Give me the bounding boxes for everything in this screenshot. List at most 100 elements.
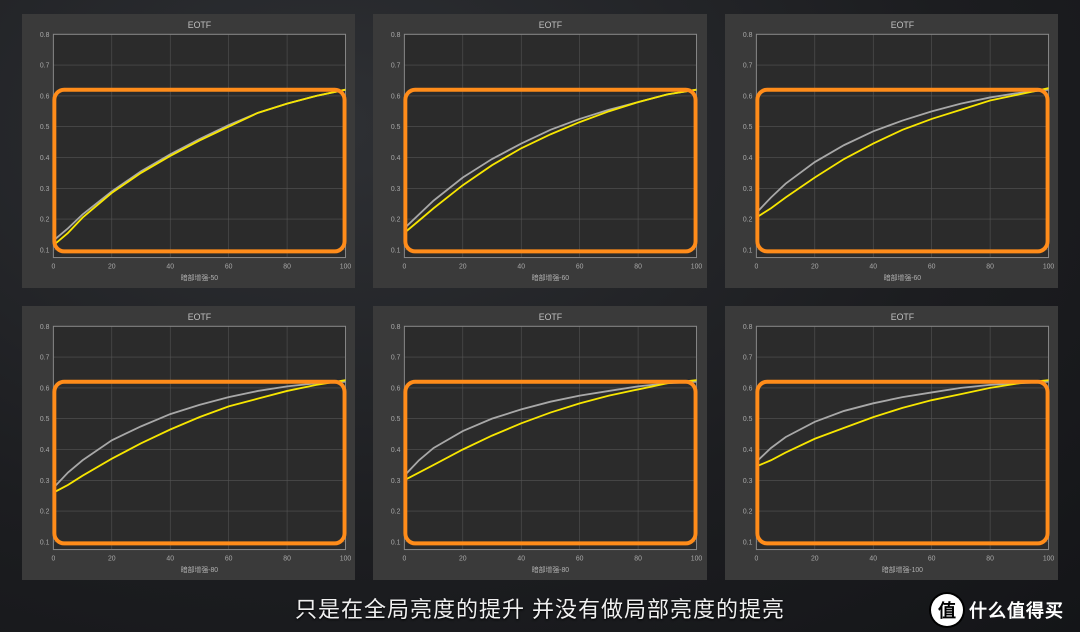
x-tick-label: 40 xyxy=(869,264,877,271)
plot-area xyxy=(405,326,697,549)
plot-area xyxy=(756,34,1048,257)
x-tick-label: 100 xyxy=(691,556,703,563)
watermark-logo: 值 什么值得买 xyxy=(931,594,1064,626)
x-tick-label: 100 xyxy=(1042,264,1054,271)
y-tick-label: 0.4 xyxy=(40,155,50,162)
y-tick-label: 0.8 xyxy=(743,324,753,331)
y-tick-label: 0.7 xyxy=(743,63,753,70)
caption-text: 只是在全局亮度的提升 并没有做局部亮度的提亮 xyxy=(0,592,1080,624)
y-tick-label: 0.4 xyxy=(391,155,401,162)
x-axis-label: 暗部增强-80 xyxy=(532,565,569,574)
y-tick-label: 0.1 xyxy=(743,539,753,546)
y-tick-label: 0.1 xyxy=(391,247,401,254)
y-tick-label: 0.4 xyxy=(40,447,50,454)
x-tick-label: 80 xyxy=(986,264,994,271)
y-tick-label: 0.3 xyxy=(391,186,401,193)
x-axis-label: 暗部增强-50 xyxy=(181,273,218,282)
chart-panel-1: 0.10.20.30.40.50.60.70.8020406080100EOTF… xyxy=(373,14,706,288)
chart-svg-2: 0.10.20.30.40.50.60.70.8020406080100EOTF… xyxy=(725,14,1058,288)
x-tick-label: 60 xyxy=(576,556,584,563)
y-tick-label: 0.2 xyxy=(40,217,50,224)
y-tick-label: 0.1 xyxy=(391,539,401,546)
chart-svg-3: 0.10.20.30.40.50.60.70.8020406080100EOTF… xyxy=(22,306,355,580)
chart-panel-2: 0.10.20.30.40.50.60.70.8020406080100EOTF… xyxy=(725,14,1058,288)
y-tick-label: 0.6 xyxy=(40,385,50,392)
chart-svg-5: 0.10.20.30.40.50.60.70.8020406080100EOTF… xyxy=(725,306,1058,580)
y-tick-label: 0.7 xyxy=(40,355,50,362)
y-tick-label: 0.8 xyxy=(391,32,401,39)
chart-panel-0: 0.10.20.30.40.50.60.70.8020406080100EOTF… xyxy=(22,14,355,288)
y-tick-label: 0.2 xyxy=(40,509,50,516)
y-tick-label: 0.2 xyxy=(743,217,753,224)
chart-grid: 0.1 0.2 0.3 0.4 0.5 0.6 0.7 0.8 0 20 40 60 80 100 EOTF… xyxy=(0,0,1080,632)
y-tick-label: 0.8 xyxy=(40,324,50,331)
plot-area xyxy=(405,34,697,257)
y-tick-label: 0.4 xyxy=(743,155,753,162)
x-tick-label: 0 xyxy=(403,264,407,271)
y-tick-label: 0.5 xyxy=(40,416,50,423)
watermark-text: 什么值得买 xyxy=(969,597,1064,623)
x-tick-label: 40 xyxy=(166,264,174,271)
x-tick-label: 60 xyxy=(576,264,584,271)
x-tick-label: 60 xyxy=(225,556,233,563)
x-tick-label: 40 xyxy=(518,556,526,563)
plot-area xyxy=(53,34,345,257)
x-tick-label: 100 xyxy=(1042,556,1054,563)
x-tick-label: 80 xyxy=(635,556,643,563)
x-axis-label: 暗部增强-60 xyxy=(532,273,569,282)
x-tick-label: 20 xyxy=(459,556,467,563)
y-tick-label: 0.7 xyxy=(391,63,401,70)
x-tick-label: 80 xyxy=(283,264,291,271)
x-tick-label: 40 xyxy=(869,556,877,563)
y-tick-label: 0.5 xyxy=(40,124,50,131)
chart-title: EOTF xyxy=(539,20,563,30)
x-tick-label: 20 xyxy=(811,556,819,563)
y-tick-label: 0.8 xyxy=(391,324,401,331)
y-tick-label: 0.6 xyxy=(40,93,50,100)
watermark-badge-icon: 值 xyxy=(931,594,963,626)
x-tick-label: 0 xyxy=(403,556,407,563)
y-tick-label: 0.4 xyxy=(743,447,753,454)
y-tick-label: 0.7 xyxy=(743,355,753,362)
chart-title: EOTF xyxy=(188,20,212,30)
chart-svg-1: 0.10.20.30.40.50.60.70.8020406080100EOTF… xyxy=(373,14,706,288)
y-tick-label: 0.7 xyxy=(40,63,50,70)
plot-area xyxy=(53,326,345,549)
y-tick-label: 0.3 xyxy=(40,186,50,193)
y-tick-label: 0.5 xyxy=(743,124,753,131)
x-tick-label: 60 xyxy=(928,556,936,563)
y-tick-label: 0.5 xyxy=(391,124,401,131)
x-axis-label: 暗部增强-80 xyxy=(181,565,218,574)
x-tick-label: 0 xyxy=(754,556,758,563)
x-tick-label: 60 xyxy=(225,264,233,271)
x-tick-label: 20 xyxy=(108,264,116,271)
y-tick-label: 0.1 xyxy=(40,247,50,254)
chart-panel-5: 0.10.20.30.40.50.60.70.8020406080100EOTF… xyxy=(725,306,1058,580)
chart-svg-4: 0.10.20.30.40.50.60.70.8020406080100EOTF… xyxy=(373,306,706,580)
chart-title: EOTF xyxy=(890,312,914,322)
chart-panel-3: 0.10.20.30.40.50.60.70.8020406080100EOTF… xyxy=(22,306,355,580)
plot-area xyxy=(756,326,1048,549)
chart-title: EOTF xyxy=(890,20,914,30)
y-tick-label: 0.3 xyxy=(391,478,401,485)
x-tick-label: 100 xyxy=(340,264,352,271)
x-axis-label: 暗部增强-60 xyxy=(883,273,920,282)
x-tick-label: 100 xyxy=(691,264,703,271)
y-tick-label: 0.3 xyxy=(40,478,50,485)
x-tick-label: 0 xyxy=(51,264,55,271)
x-tick-label: 40 xyxy=(518,264,526,271)
y-tick-label: 0.3 xyxy=(743,186,753,193)
x-tick-label: 0 xyxy=(51,556,55,563)
y-tick-label: 0.3 xyxy=(743,478,753,485)
x-tick-label: 0 xyxy=(754,264,758,271)
chart-title: EOTF xyxy=(188,312,212,322)
x-tick-label: 100 xyxy=(340,556,352,563)
x-tick-label: 80 xyxy=(986,556,994,563)
y-tick-label: 0.1 xyxy=(743,247,753,254)
y-tick-label: 0.6 xyxy=(743,385,753,392)
y-tick-label: 0.5 xyxy=(391,416,401,423)
y-tick-label: 0.2 xyxy=(391,509,401,516)
y-tick-label: 0.1 xyxy=(40,539,50,546)
y-tick-label: 0.2 xyxy=(743,509,753,516)
y-tick-label: 0.6 xyxy=(391,385,401,392)
